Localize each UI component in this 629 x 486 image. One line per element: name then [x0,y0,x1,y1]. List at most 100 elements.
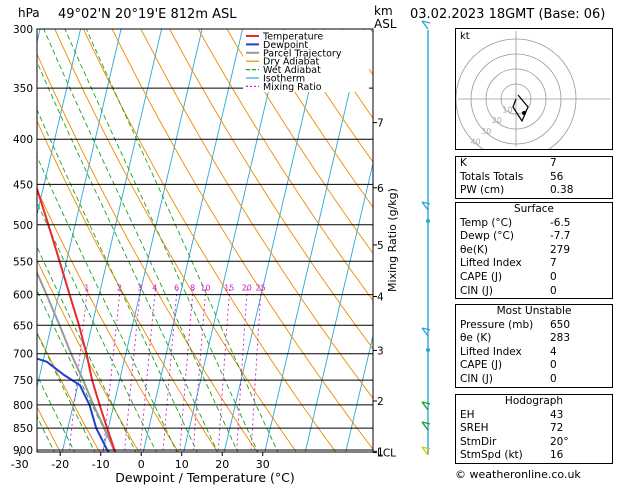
hodograph-stat-row: SREH 72 [456,422,612,436]
mixing-ratio-line [68,288,89,452]
most-unstable-title: Most Unstable [496,305,572,317]
wind-dot [426,348,430,352]
surface-row: CAPE (J) 0 [456,271,612,285]
most-unstable-row: Pressure (mb) 650 [456,319,612,333]
most-unstable-row: CAPE (J) 0 [456,359,612,373]
hodograph-stat-label: EH [460,408,475,421]
mixing-ratio-line [250,288,262,452]
dry-adiabat-line [37,188,179,452]
mixing-ratio-line [236,288,248,452]
mixing-ratio-label: 25 [256,284,266,293]
surface-title: Surface [513,203,554,215]
surface-label: Dewp (°C) [460,230,514,243]
pressure-tick-label: 650 [13,320,33,332]
dry-adiabat-line [37,120,219,452]
wind-barb [421,446,429,456]
pressure-tick-label: 400 [13,134,33,146]
mixing-ratio-label: 2 [117,284,122,293]
x-tick-label: -20 [51,458,69,471]
mixing-ratio-label: 1 [84,284,89,293]
isotherm-line [0,0,16,486]
storm-motion-marker [522,111,526,115]
legend-entry: Dewpoint [263,40,308,51]
height-km-label: 5 [377,240,384,252]
most-unstable-value: 650 [550,318,571,331]
pressure-tick-label: 550 [13,256,33,268]
height-km-label: 4 [377,292,384,304]
hodograph-stat-value: 16 [550,449,564,462]
plot-frame [36,28,374,453]
pressure-tick-label: 500 [13,220,33,232]
pressure-tick-label: 900 [13,445,33,457]
most-unstable-label: θe (K) [460,332,492,345]
surface-row: θe(K) 279 [456,244,612,258]
surface-value: 7 [550,257,557,270]
index-row: Totals Totals 56 [456,171,612,185]
hodograph-trace [512,94,529,123]
index-row: PW (cm) 0.38 [456,184,612,198]
surface-value: -7.7 [550,230,571,243]
wind-barb-flag [421,327,431,331]
most-unstable-label: CIN (J) [460,372,493,385]
legend-entry: Temperature [262,32,323,43]
x-tick-label: -10 [92,458,110,471]
wet-adiabat-line [43,29,239,452]
hodograph-stat-value: 20° [550,435,569,448]
copyright-footer: © weatheronline.co.uk [455,468,581,481]
pressure-tick-label: 800 [13,400,33,412]
hodograph-ring-label: 40 [471,137,481,146]
mixing-ratio-line [162,288,178,452]
most-unstable-label: Pressure (mb) [460,318,534,331]
km-unit-label: km [374,4,393,18]
surface-label: Lifted Index [460,257,522,270]
hodograph-stat-row: StmDir 20° [456,436,612,450]
mixing-ratio-label: 20 [242,284,252,293]
wind-barb-flag [421,446,431,450]
wet-adiabat-line [37,201,157,452]
isotherm-line [61,29,163,452]
pressure-tick-label: 700 [13,349,33,361]
surface-value: 0 [550,284,557,297]
isotherm-line [37,29,82,217]
mixing-ratio-label: 6 [174,284,179,293]
pressure-tick-label: 750 [13,375,33,387]
hodograph-ring-label: 20 [492,116,502,125]
dry-adiabat-line [37,406,61,452]
surface-label: CIN (J) [460,284,493,297]
wet-adiabat-line [0,3,33,486]
dewpoint-line [37,357,111,452]
location-title: 49°02'N 20°19'E 812m ASL [58,7,237,22]
most-unstable-value: 4 [550,345,557,358]
hodograph-stat-row: StmSpd (kt) 16 [456,449,612,463]
legend-background [243,30,369,92]
mixing-ratio-label: 15 [224,284,234,293]
surface-row: CIN (J) 0 [456,285,612,299]
wet-adiabat-line [0,3,53,486]
surface-table: Surface Temp (°C) -6.5 Dewp (°C) -7.7 θe(K) 2… [455,202,613,300]
surface-value: -6.5 [550,216,571,229]
pressure-tick-label: 450 [13,179,33,191]
hodograph-stat-value: 72 [550,422,564,435]
mixing-ratio-line [124,288,141,452]
surface-label: Temp (°C) [460,216,513,229]
height-km-label: LCL [377,448,396,460]
surface-label: CAPE (J) [460,270,503,283]
height-km-label: 3 [377,345,384,357]
surface-value: 279 [550,243,571,256]
x-tick-label: -30 [11,458,29,471]
pressure-tick-label: 850 [13,423,33,435]
height-km-label: 2 [377,396,384,408]
datetime-title: 03.02.2023 18GMT (Base: 06) [410,7,606,22]
x-tick-label: 30 [256,458,270,471]
index-label: K [460,157,467,169]
hodograph-stat-value: 43 [550,408,564,421]
indices-table: K 7 Totals Totals 56 PW (cm) 0.38 [455,156,613,199]
mixing-ratio-label: 3 [137,284,142,293]
legend-entry: Wet Adiabat [263,65,321,76]
most-unstable-row: θe (K) 283 [456,332,612,346]
hodograph-stat-label: SREH [460,422,489,435]
legend-entry: Mixing Ratio [263,82,322,93]
most-unstable-value: 0 [550,372,557,385]
